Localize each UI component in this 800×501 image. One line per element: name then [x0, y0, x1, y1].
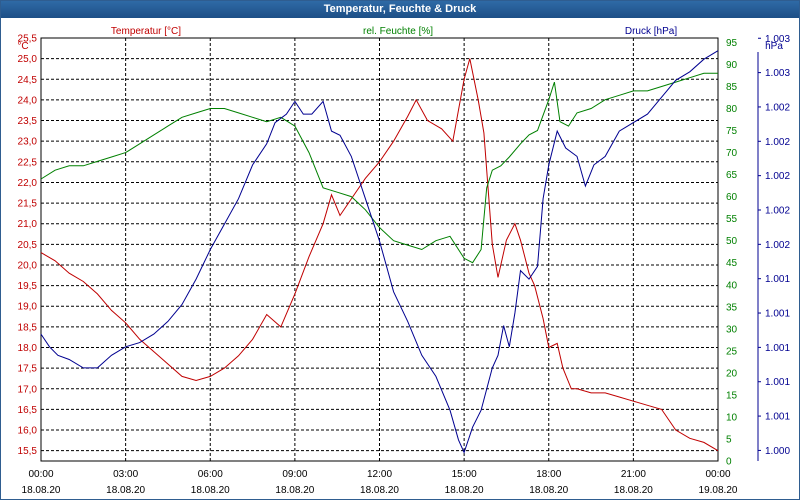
y-tick-label-temperature: 15,5 — [18, 446, 38, 457]
y-tick-label-humidity: 45 — [726, 258, 738, 269]
y-tick-label-temperature: 24,0 — [18, 95, 38, 106]
y-tick-label-pressure: 1.002 — [765, 205, 790, 216]
y-tick-label-temperature: 25,5 — [18, 34, 38, 45]
x-tick-label-date: 18.08.20 — [22, 485, 61, 496]
y-tick-label-temperature: 17,0 — [18, 384, 38, 395]
y-tick-label-humidity: 15 — [726, 390, 738, 401]
y-tick-label-humidity: 75 — [726, 126, 738, 137]
y-tick-label-temperature: 22,5 — [18, 157, 38, 168]
y-tick-label-humidity: 0 — [726, 457, 732, 468]
y-tick-label-temperature: 20,5 — [18, 240, 38, 251]
x-tick-label-date: 18.08.20 — [614, 485, 653, 496]
y-tick-label-temperature: 23,5 — [18, 116, 38, 127]
x-tick-label-date: 18.08.20 — [529, 485, 568, 496]
pressure-axis-header: Druck [hPa] — [625, 26, 677, 37]
y-tick-label-pressure: 1.001 — [765, 343, 790, 354]
y-tick-label-pressure: 1.002 — [765, 171, 790, 182]
y-tick-label-pressure: 1.001 — [765, 412, 790, 423]
y-tick-label-pressure: 1.001 — [765, 274, 790, 285]
y-tick-label-temperature: 18,0 — [18, 343, 38, 354]
x-tick-label-date: 18.08.20 — [106, 485, 145, 496]
y-tick-label-temperature: 16,5 — [18, 405, 38, 416]
y-tick-label-temperature: 22,0 — [18, 178, 38, 189]
y-tick-label-temperature: 19,5 — [18, 281, 38, 292]
y-tick-label-humidity: 40 — [726, 280, 738, 291]
y-tick-label-pressure: 1.003 — [765, 68, 790, 79]
y-tick-label-pressure: 1.000 — [765, 446, 790, 457]
y-tick-label-humidity: 35 — [726, 302, 738, 313]
x-tick-label-time: 00:00 — [28, 469, 53, 480]
y-tick-label-pressure: 1.002 — [765, 240, 790, 251]
x-tick-label-time: 15:00 — [452, 469, 477, 480]
x-tick-label-date: 18.08.20 — [275, 485, 314, 496]
pressure-series-line — [40, 50, 719, 454]
x-tick-label-time: 09:00 — [282, 469, 307, 480]
y-tick-label-pressure: 1.002 — [765, 102, 790, 113]
y-tick-label-humidity: 50 — [726, 236, 738, 247]
y-tick-label-humidity: 30 — [726, 324, 738, 335]
temperature-axis-header: Temperatur [°C] — [111, 26, 181, 37]
y-tick-label-temperature: 18,5 — [18, 322, 38, 333]
y-tick-label-pressure: 1.001 — [765, 377, 790, 388]
x-tick-label-date: 18.08.20 — [191, 485, 230, 496]
y-tick-label-humidity: 80 — [726, 104, 738, 115]
x-tick-label-time: 18:00 — [536, 469, 561, 480]
x-tick-label-time: 21:00 — [621, 469, 646, 480]
y-tick-label-temperature: 21,5 — [18, 199, 38, 210]
y-tick-label-humidity: 85 — [726, 82, 738, 93]
y-tick-label-humidity: 60 — [726, 192, 738, 203]
y-tick-label-temperature: 21,0 — [18, 219, 38, 230]
humidity-axis-header: rel. Feuchte [%] — [363, 26, 433, 37]
temperature-unit-label: °C — [17, 41, 28, 52]
y-tick-label-humidity: 55 — [726, 214, 738, 225]
y-tick-label-humidity: 70 — [726, 148, 738, 159]
chart-title: Temperatur, Feuchte & Druck — [1, 1, 799, 18]
y-tick-label-humidity: 25 — [726, 346, 738, 357]
pressure-unit-label: hPa — [765, 41, 783, 52]
x-tick-label-time: 03:00 — [113, 469, 138, 480]
humidity-series-line — [40, 72, 718, 264]
x-tick-label-date: 18.08.20 — [360, 485, 399, 496]
y-tick-label-pressure: 1.003 — [765, 34, 790, 45]
y-tick-label-temperature: 16,0 — [18, 426, 38, 437]
x-tick-label-time: 06:00 — [198, 469, 223, 480]
y-tick-label-humidity: 95 — [726, 38, 738, 49]
y-tick-label-temperature: 25,0 — [18, 54, 38, 65]
y-tick-label-temperature: 17,5 — [18, 364, 38, 375]
y-tick-label-temperature: 24,5 — [18, 75, 38, 86]
x-tick-label-date: 19.08.20 — [699, 485, 738, 496]
temperature-series-line — [40, 58, 719, 452]
y-tick-label-humidity: 5 — [726, 434, 732, 445]
x-tick-label-time: 00:00 — [705, 469, 730, 480]
x-tick-label-date: 18.08.20 — [445, 485, 484, 496]
y-tick-label-temperature: 23,0 — [18, 137, 38, 148]
y-tick-label-humidity: 65 — [726, 170, 738, 181]
y-tick-label-humidity: 20 — [726, 368, 738, 379]
y-tick-label-humidity: 90 — [726, 60, 738, 71]
y-tick-label-humidity: 10 — [726, 412, 738, 423]
y-tick-label-temperature: 19,0 — [18, 302, 38, 313]
y-tick-label-temperature: 20,0 — [18, 260, 38, 271]
y-tick-label-pressure: 1.001 — [765, 309, 790, 320]
x-tick-label-time: 12:00 — [367, 469, 392, 480]
y-tick-label-pressure: 1.002 — [765, 137, 790, 148]
